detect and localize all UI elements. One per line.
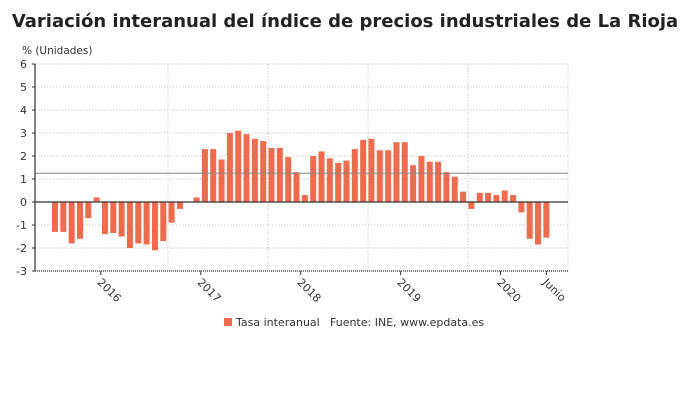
bar (201, 149, 208, 202)
y-axis-label: % (Unidades) (22, 45, 92, 57)
bar (268, 147, 275, 202)
x-tick-label: 2017 (195, 276, 224, 305)
legend-swatch (224, 318, 232, 326)
bar (151, 202, 158, 251)
bar (535, 202, 542, 245)
bar (393, 142, 400, 202)
bar (485, 192, 492, 202)
bar (326, 158, 333, 202)
y-tick-label: -3 (16, 265, 27, 278)
bar (276, 147, 283, 202)
x-tick-label: 2016 (95, 276, 124, 305)
bar (235, 130, 242, 202)
bar (335, 162, 342, 202)
y-tick-label: 6 (20, 58, 27, 71)
legend-item: Tasa interanual (224, 316, 320, 329)
bar (210, 149, 217, 202)
bar (301, 195, 308, 202)
bar (243, 134, 250, 202)
bar (510, 195, 517, 202)
bar (226, 133, 233, 202)
bar (168, 202, 175, 223)
bar (410, 165, 417, 202)
y-tick-label: 1 (20, 173, 27, 186)
bar (310, 156, 317, 202)
bar (251, 138, 258, 202)
bar (368, 138, 375, 202)
y-tick-label: -1 (16, 219, 27, 232)
bar (443, 172, 450, 202)
bar (360, 139, 367, 202)
bar (93, 197, 100, 202)
bar (126, 202, 133, 248)
bar (110, 202, 117, 234)
chart-title: Variación interanual del índice de preci… (11, 11, 679, 32)
bar (493, 195, 500, 202)
x-tick-label: 2020 (494, 276, 523, 305)
bar (293, 172, 300, 202)
bar (451, 176, 458, 202)
bar (193, 197, 200, 202)
bar (318, 151, 325, 202)
bar (76, 202, 83, 239)
bar (401, 142, 408, 202)
bar (501, 190, 508, 202)
x-tick-label: Junio (540, 275, 569, 304)
bar (101, 202, 108, 235)
bar (418, 156, 425, 202)
x-tick-label: 2018 (295, 276, 324, 305)
bar (60, 202, 67, 232)
bar (543, 202, 550, 238)
bar (160, 202, 167, 242)
legend-label: Tasa interanual (236, 316, 320, 329)
y-tick-label: -2 (16, 242, 27, 255)
x-tick-label: 2019 (394, 276, 423, 305)
bar (351, 149, 358, 202)
bar (285, 157, 292, 202)
bar (143, 202, 150, 245)
bar (476, 192, 483, 202)
bar (68, 202, 75, 244)
bar (343, 160, 350, 202)
bar (518, 202, 525, 213)
bar (118, 202, 125, 237)
bar (460, 191, 467, 202)
y-tick-label: 2 (20, 150, 27, 163)
bar (468, 202, 475, 209)
bar (435, 161, 442, 202)
bar (176, 202, 183, 209)
bar (385, 150, 392, 202)
y-tick-label: 5 (20, 81, 27, 94)
bar (135, 202, 142, 244)
bar (52, 202, 58, 232)
bar (218, 159, 225, 202)
source-note: Fuente: INE, www.epdata.es (330, 316, 485, 329)
bar (426, 161, 433, 202)
y-tick-label: 3 (20, 127, 27, 140)
y-tick-label: 0 (20, 196, 27, 209)
bar (526, 202, 533, 239)
bar (376, 150, 383, 202)
bar (260, 141, 267, 202)
bar (85, 202, 92, 219)
y-tick-label: 4 (20, 104, 27, 117)
